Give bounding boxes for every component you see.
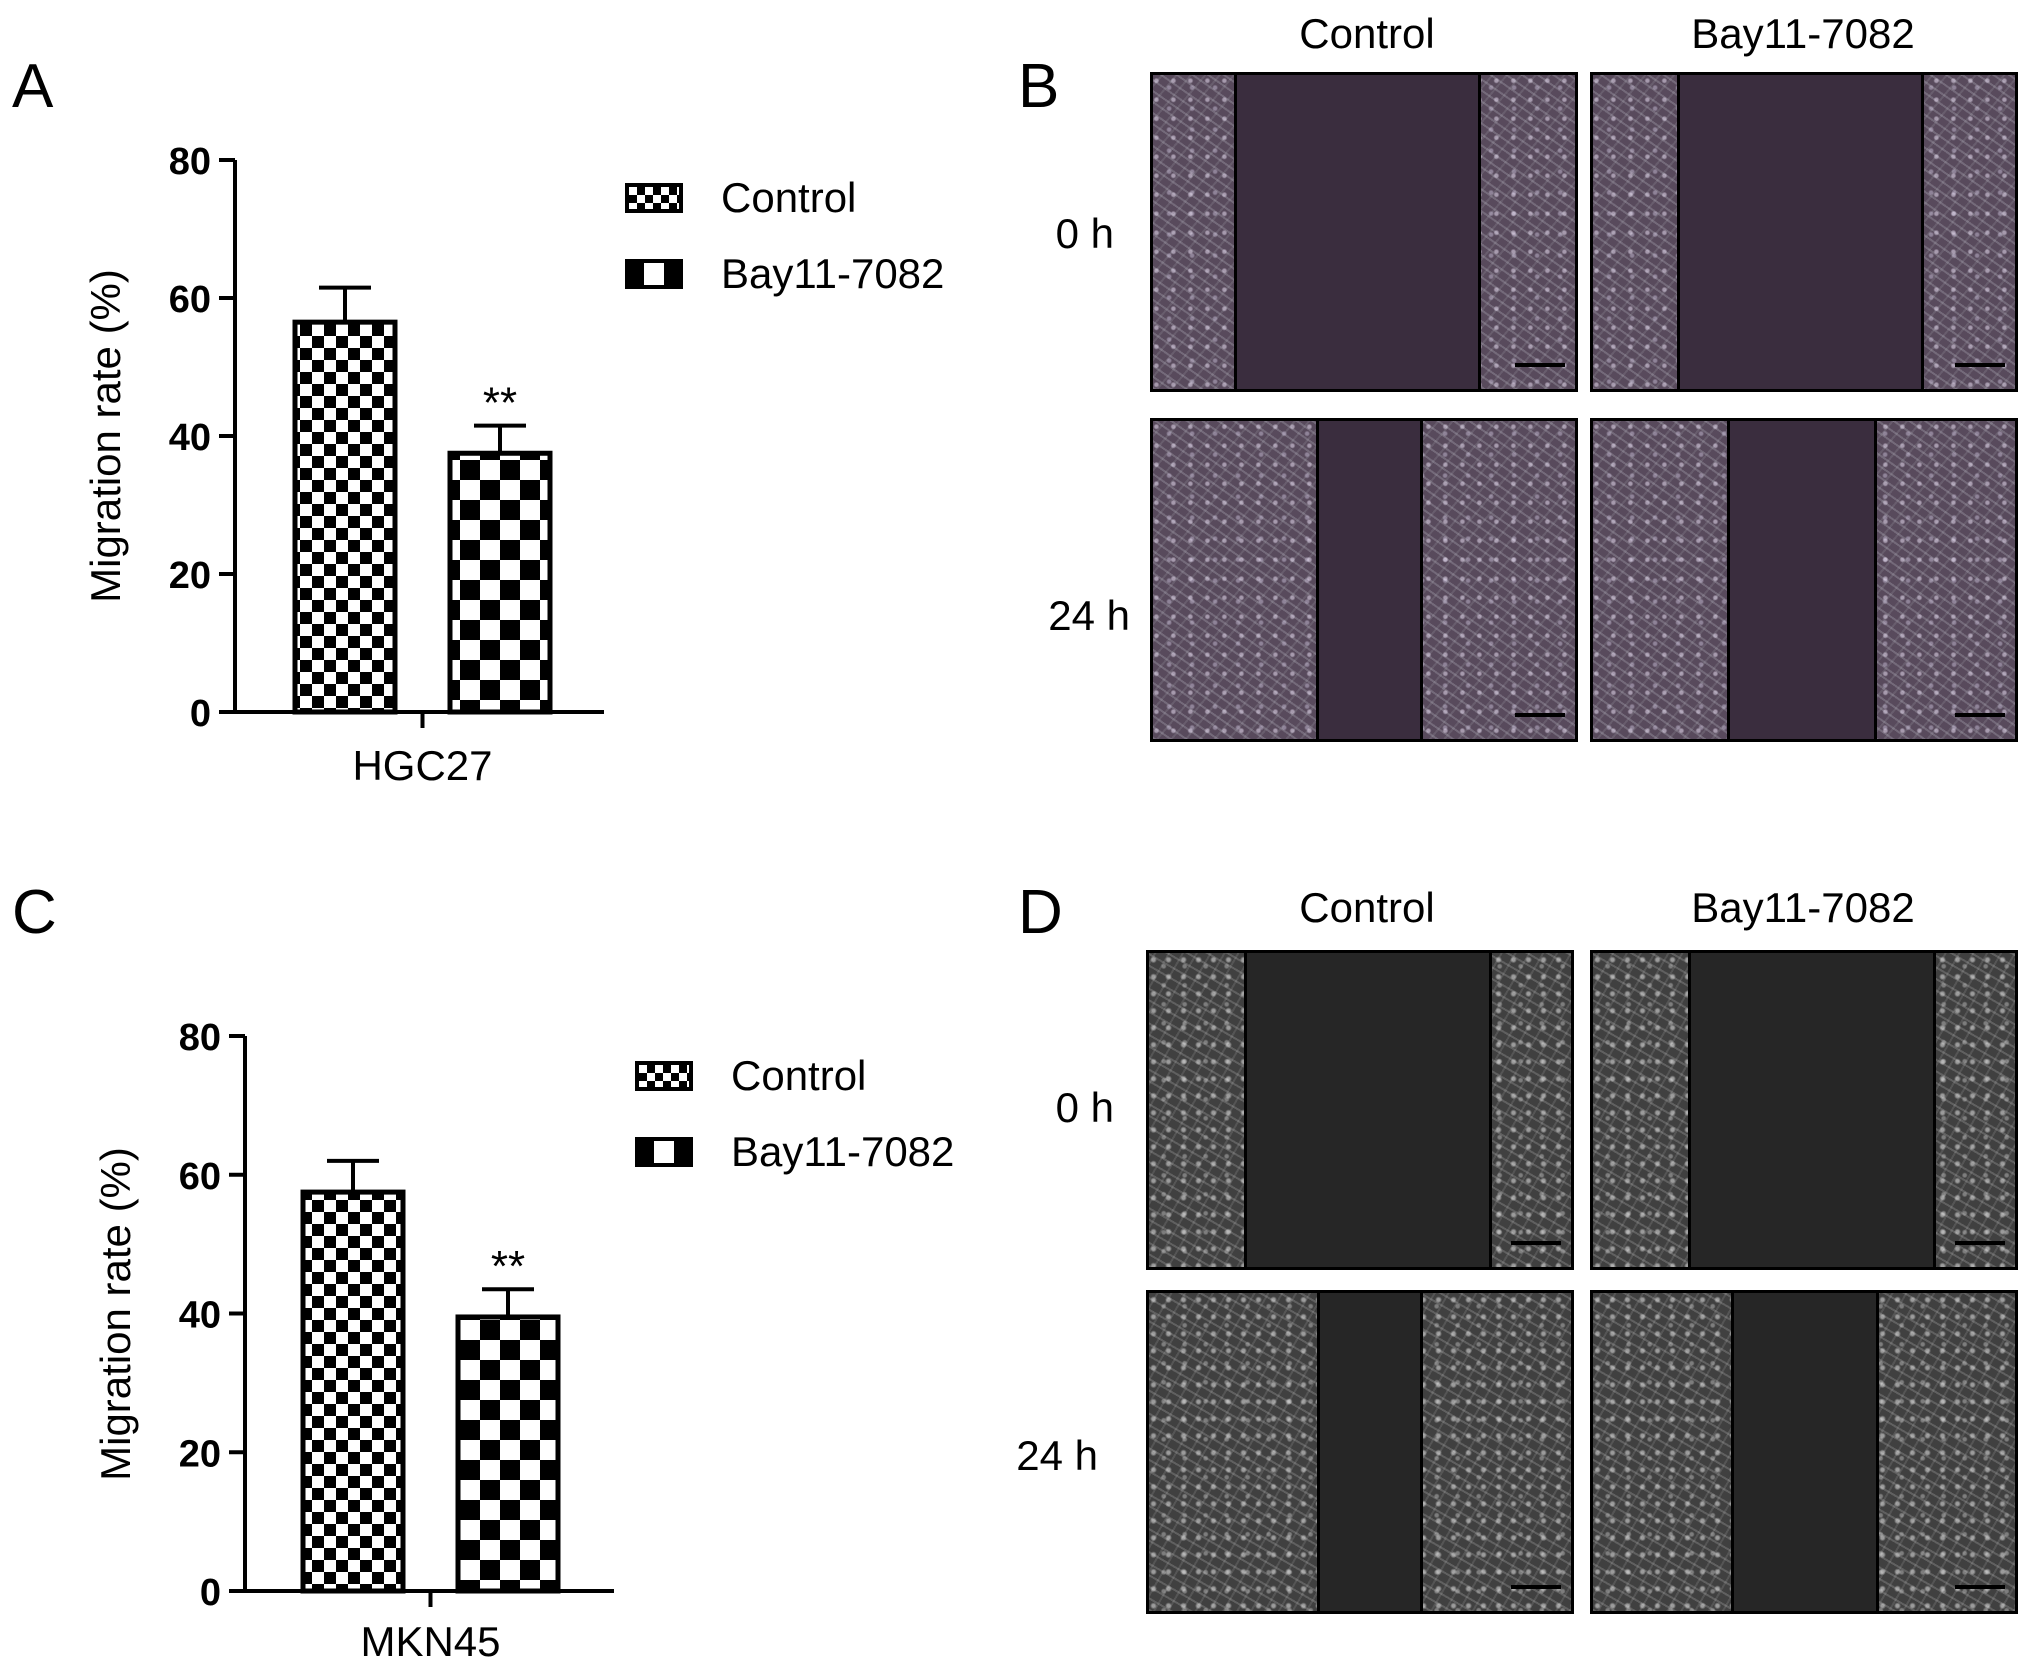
scale-bar xyxy=(1955,363,2005,367)
legend-item-bay: Bay11-7082 xyxy=(625,244,944,304)
scale-bar xyxy=(1515,363,1565,367)
micrograph-hgc27-bay-0h xyxy=(1590,72,2018,392)
bar-bay11-7082 xyxy=(447,450,553,715)
legend-swatch-control xyxy=(635,1061,693,1091)
y-tick-label: 40 xyxy=(179,1295,221,1337)
micrograph-mkn45-control-24h xyxy=(1146,1290,1574,1614)
wound-gap xyxy=(1731,1293,1879,1611)
y-tick-label: 80 xyxy=(179,1017,221,1059)
y-tick-label: 0 xyxy=(200,1572,221,1614)
scale-bar xyxy=(1515,713,1565,717)
bar-control xyxy=(292,319,398,715)
bar-chart-hgc27: 0 20 40 60 80 Migration rate (%) HGC27 ** xyxy=(82,141,604,789)
scale-bar xyxy=(1511,1241,1561,1245)
scale-bar xyxy=(1511,1585,1561,1589)
wound-gap xyxy=(1316,421,1423,739)
panel-label-a: A xyxy=(12,52,54,121)
y-tick-label: 0 xyxy=(190,693,211,735)
panel-label-d: D xyxy=(1018,878,1063,947)
legend-item-control: Control xyxy=(625,168,944,228)
legend-label-bay: Bay11-7082 xyxy=(731,1128,955,1175)
legend-swatch-control xyxy=(625,183,683,213)
y-tick-label: 60 xyxy=(179,1156,221,1198)
legend-item-control: Control xyxy=(635,1046,954,1106)
wound-gap xyxy=(1677,75,1924,389)
y-tick-label: 40 xyxy=(169,417,211,459)
legend-swatch-bay xyxy=(635,1137,693,1167)
y-tick-label: 60 xyxy=(169,279,211,321)
scale-bar xyxy=(1955,1585,2005,1589)
legend-swatch-bay xyxy=(625,259,683,289)
significance-marker: ** xyxy=(483,379,517,428)
micrograph-mkn45-bay-0h xyxy=(1590,950,2018,1270)
micrograph-hgc27-control-0h xyxy=(1150,72,1578,392)
bar-chart-mkn45: 0 20 40 60 80 Migration rate (%) MKN45 ** xyxy=(92,1017,614,1665)
micrograph-hgc27-bay-24h xyxy=(1590,418,2018,742)
bar-control xyxy=(300,1189,406,1594)
legend-label-control: Control xyxy=(721,174,857,221)
scale-bar xyxy=(1955,1241,2005,1245)
column-label-bay: Bay11-7082 xyxy=(1691,10,1915,57)
wound-gap xyxy=(1244,953,1492,1267)
legend-label-bay: Bay11-7082 xyxy=(721,250,945,297)
column-label-bay: Bay11-7082 xyxy=(1691,884,1915,931)
wound-gap xyxy=(1234,75,1481,389)
micrograph-hgc27-control-24h xyxy=(1150,418,1578,742)
x-category-label: HGC27 xyxy=(352,742,492,789)
x-category-label: MKN45 xyxy=(360,1618,500,1665)
wound-gap xyxy=(1727,421,1877,739)
micrograph-mkn45-control-0h xyxy=(1146,950,1574,1270)
column-label-control: Control xyxy=(1299,884,1435,931)
y-tick-label: 80 xyxy=(169,141,211,183)
legend-label-control: Control xyxy=(731,1052,867,1099)
y-axis-label: Migration rate (%) xyxy=(92,1147,139,1481)
micrograph-mkn45-bay-24h xyxy=(1590,1290,2018,1614)
scale-bar xyxy=(1955,713,2005,717)
row-label-0h: 0 h xyxy=(1055,210,1114,257)
y-axis-label: Migration rate (%) xyxy=(82,269,129,603)
panel-label-c: C xyxy=(12,878,57,947)
significance-marker: ** xyxy=(491,1242,525,1291)
row-label-0h: 0 h xyxy=(1055,1084,1114,1131)
column-label-control: Control xyxy=(1299,10,1435,57)
y-tick-label: 20 xyxy=(169,555,211,597)
row-label-24h: 24 h xyxy=(1048,592,1130,639)
panel-label-b: B xyxy=(1018,52,1060,121)
bar-bay11-7082 xyxy=(455,1314,561,1594)
wound-gap xyxy=(1688,953,1936,1267)
legend-a: Control Bay11-7082 xyxy=(625,168,944,320)
wound-gap xyxy=(1317,1293,1423,1611)
legend-c: Control Bay11-7082 xyxy=(635,1046,954,1198)
y-tick-label: 20 xyxy=(179,1433,221,1475)
legend-item-bay: Bay11-7082 xyxy=(635,1122,954,1182)
row-label-24h: 24 h xyxy=(1016,1432,1098,1479)
